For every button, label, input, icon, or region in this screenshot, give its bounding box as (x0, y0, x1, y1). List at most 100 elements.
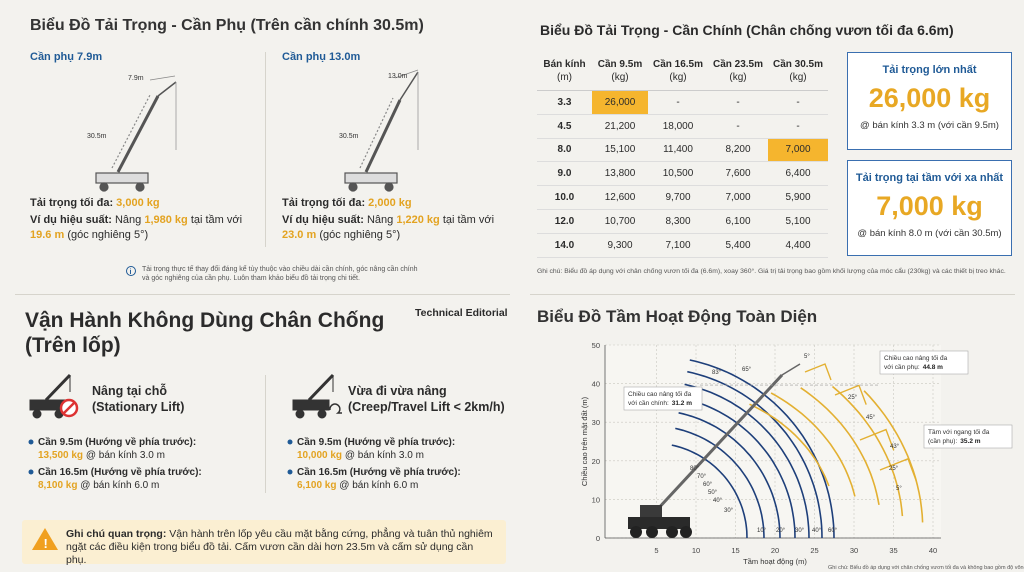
cell: 6,400 (768, 161, 828, 187)
tag: Technical Editorial (415, 307, 508, 319)
cell: - (768, 114, 828, 139)
y-tick-label: 0 (596, 534, 600, 543)
warning: Ghi chú quan trọng: Vận hành trên lốp yê… (66, 528, 496, 567)
row-header: 10.0 (537, 185, 592, 210)
annotation-text: Chiều cao nâng tối đa (884, 353, 948, 362)
main-title: Biểu Đồ Tải Trọng - Cần Chính (Chân chốn… (540, 22, 954, 38)
mode-heading: Vừa đi vừa nâng (Creep/Travel Lift < 2km/… (348, 383, 505, 415)
header-unit: (m) (557, 72, 572, 83)
cell: 5,100 (768, 209, 828, 234)
angle-label: 60° (828, 528, 838, 534)
angle-label: 25° (848, 395, 858, 401)
range-arc (687, 370, 823, 539)
range-arc (675, 427, 765, 539)
row-header: 4.5 (537, 114, 592, 139)
box-value: 26,000 kg (868, 83, 991, 113)
angle-label: 5° (804, 354, 810, 360)
annotation-value: 44.8 m (923, 364, 943, 371)
cell: 12,600 (592, 185, 648, 210)
range-arc (684, 383, 810, 539)
angle-label: 60° (703, 482, 713, 488)
item-radius: @ bán kính 6.0 m (339, 480, 419, 491)
warning-text: Vận hành trên lốp yêu cầu mặt bằng cứng,… (66, 528, 493, 566)
wheel (646, 526, 658, 538)
value: 1,980 kg (144, 214, 188, 226)
mode-heading: Nâng tại chỗ (Stationary Lift) (92, 383, 184, 415)
cell: 9,700 (648, 185, 708, 210)
jib-illustrations: 7.9m 30.5m 13.0m 30.5m i (87, 69, 419, 276)
divider (15, 294, 510, 295)
summary-box: Tải trọng tại tầm với xa nhất 7,000 kg @… (847, 160, 1012, 256)
cell: 7,600 (708, 161, 768, 187)
box-detail: @ bán kính 8.0 m (với cần 30.5m) (857, 228, 1002, 239)
item-label: Cần 9.5m (Hướng về phía trước): (297, 437, 456, 448)
angle-label: 70° (697, 474, 707, 480)
jib-bracket (859, 428, 895, 451)
cell: 15,100 (592, 138, 648, 163)
cell: - (768, 90, 828, 115)
jib-dim: 13.0m (388, 73, 408, 80)
warning-label: Ghi chú quan trọng: (66, 528, 167, 540)
row-header: 12.0 (537, 209, 592, 234)
crane-body (628, 517, 690, 529)
header-name: Cần 23.5m (712, 59, 764, 70)
boom-dim: 30.5m (87, 133, 107, 140)
item-radius: @ bán kính 3.0 m (344, 450, 424, 461)
info-icon (126, 266, 136, 276)
chart-footnote: Ghi chú: Biểu đồ áp dụng với chân chống … (828, 564, 1024, 571)
text: Nâng (114, 214, 142, 226)
label: Tải trọng tối đa: (30, 197, 114, 209)
column-header: Cần 23.5m (kg) (708, 52, 768, 91)
box-value: 7,000 kg (876, 191, 983, 221)
divider (265, 52, 266, 247)
angle-label: 30° (795, 528, 805, 534)
row-header: 14.0 (537, 233, 592, 258)
warning-icon (32, 528, 58, 550)
annotation-text: (cần phụ): (928, 436, 957, 445)
wheel (680, 526, 692, 538)
y-tick-label: 20 (592, 457, 600, 466)
boom-dim: 30.5m (339, 133, 359, 140)
angle-label: 40° (713, 498, 723, 504)
column-header: Cần 9.5m (kg) (592, 52, 648, 91)
text: Nâng (366, 214, 394, 226)
jib-title: Biểu Đồ Tải Trọng - Cần Phụ (Trên cần ch… (30, 17, 424, 34)
cell: 13,800 (592, 161, 648, 187)
info-icon: i (130, 269, 132, 276)
annotation-value: 31.2 m (672, 400, 692, 407)
cell: 7,000 (768, 138, 828, 163)
jib (781, 363, 801, 376)
item-load: 10,000 kg (297, 450, 343, 461)
cell: - (648, 90, 708, 115)
jib-note: Tải trọng thực tế thay đổi đáng kể tùy t… (142, 266, 418, 282)
annotation-box (923, 424, 1013, 449)
cell: 7,100 (648, 233, 708, 258)
item-load: 6,100 kg (297, 480, 337, 491)
angle-label: 5° (896, 486, 902, 492)
divider (530, 294, 1015, 295)
crane-drawing (344, 69, 419, 192)
heading: (Stationary Lift) (92, 400, 185, 414)
x-tick-label: 30 (850, 546, 858, 555)
angle-label: 43° (890, 444, 900, 450)
mode-items: Cần 9.5m (Hướng về phía trước): 10,000 k… (297, 436, 461, 492)
range-arc (681, 397, 796, 539)
item-label: Cần 16.5m (Hướng về phía trước): (38, 467, 202, 478)
x-tick-label: 40 (929, 546, 937, 555)
column-header: Cần 16.5m (kg) (648, 52, 708, 91)
warning-box (22, 520, 506, 564)
header-name: Cần 30.5m (772, 59, 824, 70)
bullets (28, 439, 293, 475)
cell: 10,700 (592, 209, 648, 234)
angle-label: 25° (889, 466, 899, 472)
jib-arc (831, 385, 904, 517)
cell: 8,200 (708, 138, 768, 163)
value: 1,220 kg (396, 214, 440, 226)
cell: 8,300 (648, 209, 708, 234)
angle-label: 45° (866, 415, 876, 421)
mode-items: Cần 9.5m (Hướng về phía trước): 13,500 k… (38, 436, 202, 492)
angle-label: 83° (712, 370, 722, 376)
cell: 10,500 (648, 161, 708, 187)
jib-dim: 7.9m (128, 75, 144, 82)
